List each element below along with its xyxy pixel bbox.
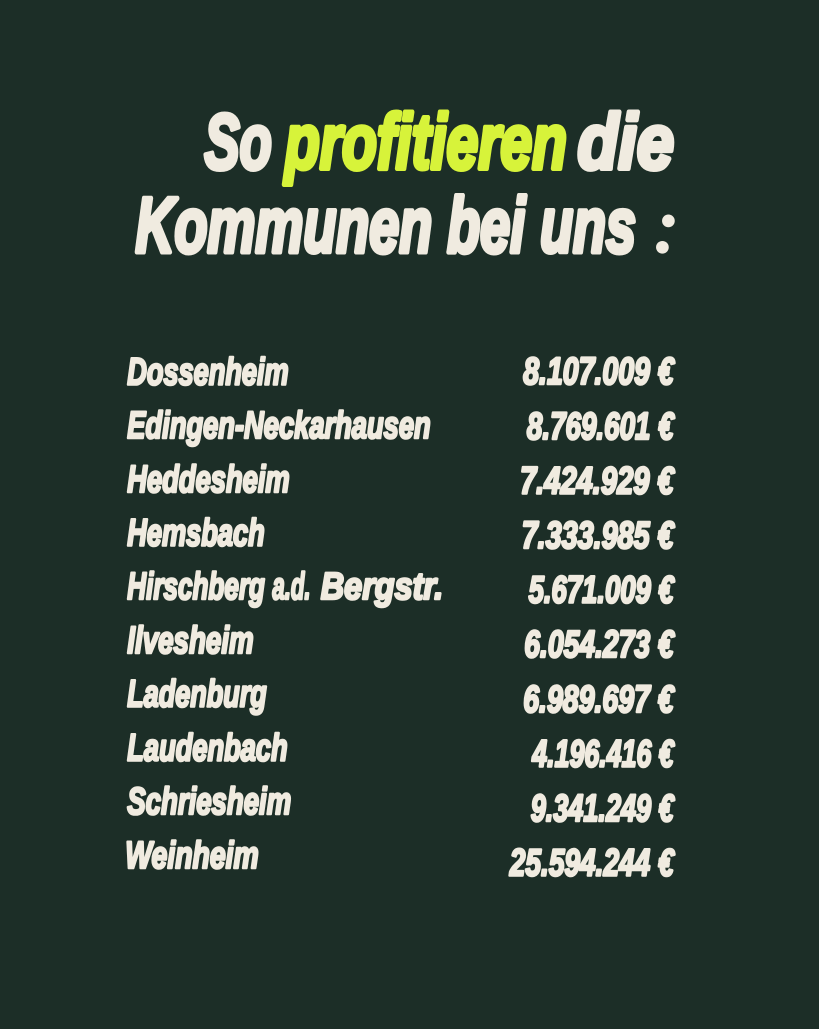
svg-text:Ladenburg: Ladenburg <box>127 673 266 716</box>
svg-text:Hemsbach: Hemsbach <box>127 512 264 555</box>
svg-text:8.769.601 €: 8.769.601 € <box>527 405 675 448</box>
svg-text:Laudenbach: Laudenbach <box>127 726 287 769</box>
svg-text:7.333.985 €: 7.333.985 € <box>522 514 675 557</box>
svg-text:Dossenheim: Dossenheim <box>127 350 288 393</box>
svg-text:Schriesheim: Schriesheim <box>127 780 291 823</box>
svg-text:Kommunen bei uns: Kommunen bei uns <box>136 183 637 269</box>
svg-text:8.107.009 €: 8.107.009 € <box>523 350 675 393</box>
svg-text:25.594.244 €: 25.594.244 € <box>509 842 675 885</box>
svg-text:Edingen-Neckarhausen: Edingen-Neckarhausen <box>127 404 430 447</box>
svg-text:7.424.929 €: 7.424.929 € <box>520 459 675 502</box>
svg-text:Weinheim: Weinheim <box>125 834 258 877</box>
svg-text:Bergstr.: Bergstr. <box>321 565 443 608</box>
svg-text:9.341.249 €: 9.341.249 € <box>531 787 675 830</box>
svg-text:die: die <box>578 100 675 186</box>
svg-text:So: So <box>205 100 272 186</box>
svg-text:6.989.697 €: 6.989.697 € <box>523 678 675 721</box>
svg-text:profitieren: profitieren <box>283 100 567 186</box>
svg-text:4.196.416 €: 4.196.416 € <box>532 732 675 775</box>
svg-text:6.054.273 €: 6.054.273 € <box>524 623 675 666</box>
svg-text:Hirschberg: Hirschberg <box>127 565 265 608</box>
svg-text:Heddesheim: Heddesheim <box>127 458 289 501</box>
svg-text:Ilvesheim: Ilvesheim <box>127 619 253 662</box>
svg-text:a.d.: a.d. <box>272 565 310 608</box>
svg-text:5.671.009 €: 5.671.009 € <box>529 569 675 612</box>
